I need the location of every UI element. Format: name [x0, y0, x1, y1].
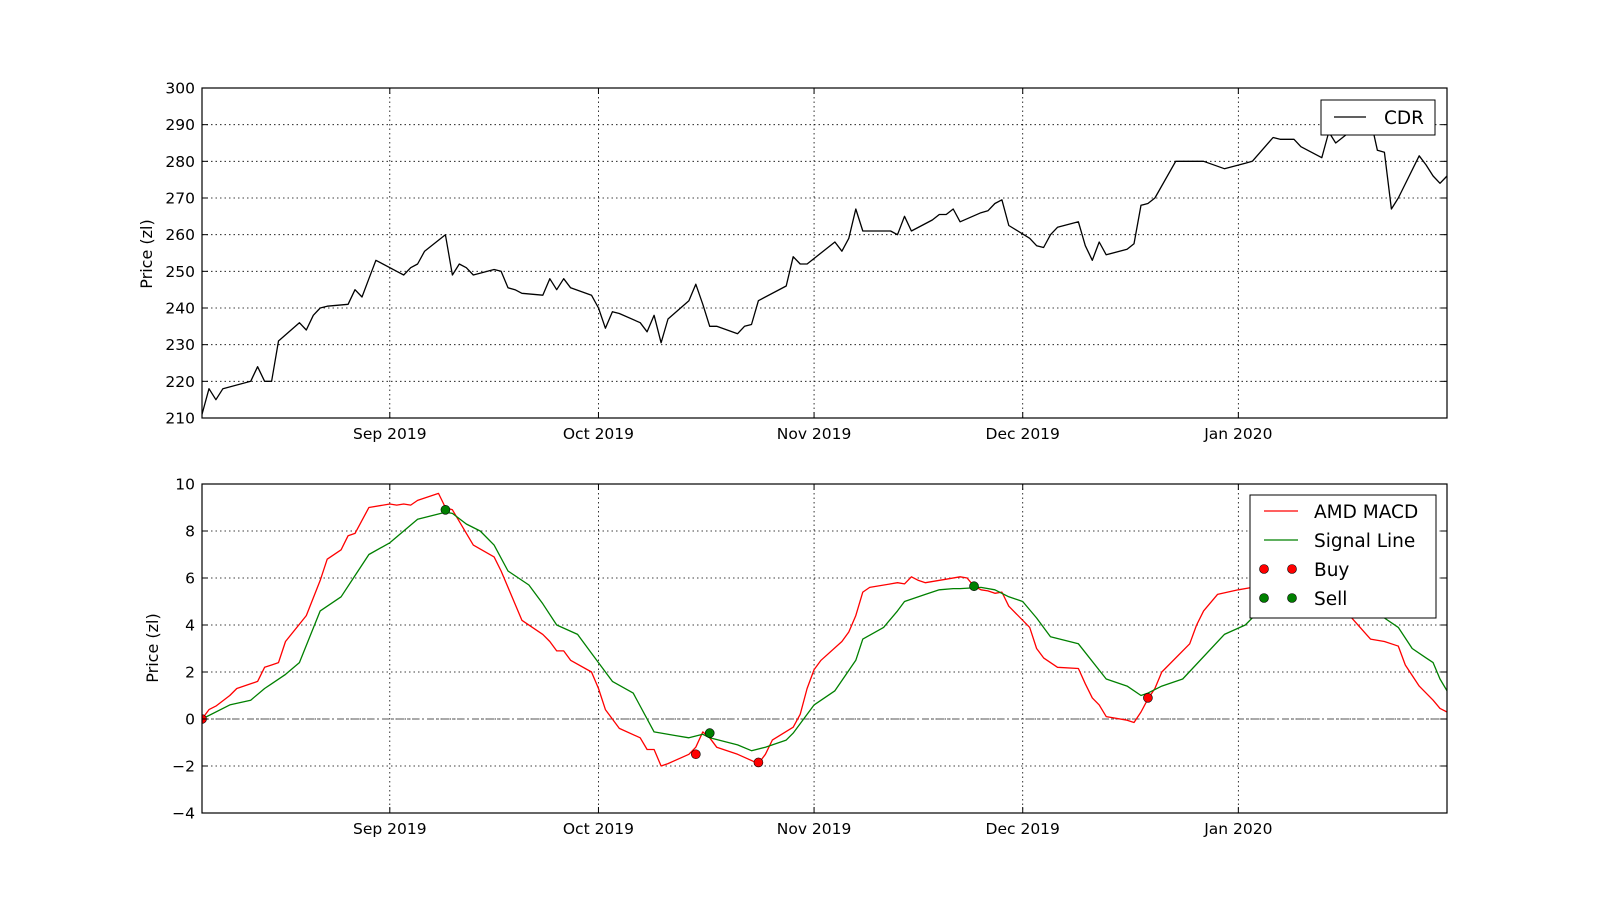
macd-legend-label-buy: Buy [1314, 560, 1349, 581]
macd-x-ticks: Sep 2019 Oct 2019 Nov 2019 Dec 2019 Jan 2020 [353, 484, 1272, 838]
macd-ytick-label-5: 6 [185, 570, 195, 588]
price-grid [202, 88, 1447, 418]
macd-buy-marker-3 [1143, 693, 1153, 703]
macd-ytick-label-7: 10 [175, 476, 195, 494]
macd-legend-box [1249, 494, 1437, 619]
macd-sell-marker-0 [440, 505, 451, 515]
price-ytick-label-9: 300 [165, 80, 195, 98]
price-y-axis-label: Price (zl) [137, 219, 156, 288]
price-xtick-label-2: Nov 2019 [777, 425, 852, 443]
macd-legend-swatch-buy-1 [1259, 564, 1269, 574]
macd-xtick-label-0: Sep 2019 [353, 820, 427, 838]
price-ytick-label-8: 290 [165, 116, 195, 134]
price-ytick-label-3: 240 [165, 300, 195, 318]
price-chart: 210 220 230 240 250 260 270 280 290 300 Sep 2019 O… [137, 80, 1448, 443]
price-ytick-label-7: 280 [165, 153, 195, 171]
price-legend-label-cdr: CDR [1384, 108, 1424, 129]
price-y-ticks: 210 220 230 240 250 260 270 280 290 300 [165, 80, 1447, 428]
macd-grid [202, 484, 1447, 813]
price-legend: CDR [1320, 99, 1436, 136]
macd-legend-label-signal-line: Signal Line [1314, 531, 1415, 552]
macd-y-axis-label: Price (zl) [143, 613, 162, 682]
macd-buy-marker-2 [753, 757, 764, 768]
price-xtick-label-0: Sep 2019 [353, 425, 427, 443]
price-ytick-label-5: 260 [165, 226, 195, 244]
macd-legend: AMD MACD Signal Line Buy Sell [1249, 494, 1437, 619]
macd-legend-label-amd-macd: AMD MACD [1314, 502, 1418, 523]
macd-sell-marker-1 [704, 728, 715, 738]
price-xtick-label-3: Dec 2019 [986, 425, 1060, 443]
price-ytick-label-4: 250 [165, 263, 195, 281]
price-ytick-label-6: 270 [165, 190, 195, 208]
macd-xtick-label-3: Dec 2019 [986, 820, 1060, 838]
macd-xtick-label-4: Jan 2020 [1203, 820, 1272, 838]
price-ytick-label-0: 210 [165, 410, 195, 428]
price-x-ticks: Sep 2019 Oct 2019 Nov 2019 Dec 2019 Jan 2020 [353, 88, 1272, 443]
macd-ytick-label-1: −2 [172, 758, 195, 776]
macd-ytick-label-3: 2 [185, 664, 195, 682]
price-xtick-label-1: Oct 2019 [563, 425, 634, 443]
macd-ytick-label-6: 8 [185, 523, 195, 541]
macd-ytick-label-0: −4 [172, 805, 195, 823]
macd-chart: −4 −2 0 2 4 6 8 10 Sep 2019 Oct 2019 Nov 2019 Dec … [143, 476, 1448, 838]
macd-amd-macd-line [202, 492, 1447, 767]
price-series-layer [202, 118, 1447, 415]
macd-plot-frame [201, 483, 1448, 814]
price-ytick-label-1: 220 [165, 373, 195, 391]
macd-buy-marker-1 [691, 749, 701, 760]
macd-legend-swatch-buy-2 [1287, 564, 1297, 574]
price-xtick-label-4: Jan 2020 [1203, 425, 1272, 443]
macd-sell-marker-2 [969, 581, 979, 592]
macd-ytick-label-4: 4 [185, 617, 195, 635]
macd-ytick-label-2: 0 [185, 711, 195, 729]
macd-xtick-label-2: Nov 2019 [777, 820, 852, 838]
price-cdr-line [202, 118, 1447, 415]
macd-legend-label-sell: Sell [1314, 589, 1347, 610]
macd-legend-swatch-sell-1 [1259, 593, 1269, 603]
price-plot-frame [201, 87, 1448, 419]
macd-y-ticks: −4 −2 0 2 4 6 8 10 [172, 476, 1447, 823]
macd-legend-swatch-sell-2 [1287, 593, 1297, 603]
price-ytick-label-2: 230 [165, 336, 195, 354]
macd-xtick-label-1: Oct 2019 [563, 820, 634, 838]
